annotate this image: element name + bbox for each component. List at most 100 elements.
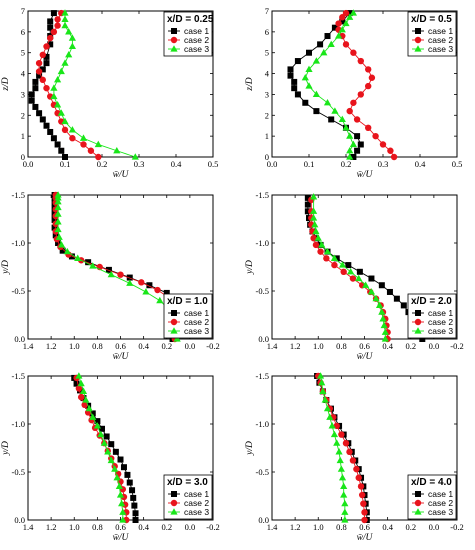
series-line: [320, 375, 346, 520]
x-tick-label: 1.0: [313, 522, 324, 532]
data-point: [349, 140, 357, 148]
data-point: [341, 516, 349, 523]
data-point: [390, 153, 398, 161]
legend-entry-label: case 3: [184, 507, 209, 517]
data-point: [341, 499, 349, 507]
legend-title: x/D = 2.0: [411, 296, 452, 307]
data-point: [93, 422, 101, 429]
data-point: [113, 473, 121, 481]
data-point: [61, 21, 69, 29]
legend-entry-label: case 2: [184, 35, 209, 45]
data-point: [115, 482, 123, 489]
x-tick-label: 0.6: [359, 522, 370, 532]
x-tick-label: 0.1: [60, 159, 71, 169]
data-point: [305, 65, 313, 72]
series-3: [75, 372, 127, 523]
data-point: [381, 335, 389, 342]
y-tick-label: 4: [265, 69, 270, 79]
data-point: [354, 147, 361, 154]
x-axis-label: w̄/U: [357, 352, 374, 362]
data-point: [50, 28, 58, 36]
data-point: [311, 220, 319, 228]
legend-entry-label: case 1: [184, 489, 209, 499]
series-1: [28, 10, 68, 160]
data-point: [331, 261, 338, 269]
y-tick-label: 0.0: [258, 515, 269, 525]
x-tick-label: 0.4: [382, 522, 393, 532]
legend-entry-label: case 2: [184, 317, 209, 327]
data-point: [77, 379, 85, 387]
data-point: [54, 16, 61, 23]
data-point: [318, 378, 326, 386]
legend-marker: [171, 28, 177, 34]
data-point: [304, 201, 311, 208]
data-point: [69, 135, 76, 142]
data-point: [54, 191, 62, 198]
plot-frame: [27, 10, 214, 158]
data-point: [342, 19, 350, 27]
data-point: [61, 9, 69, 16]
legend-entry-label: case 1: [428, 26, 453, 36]
data-point: [372, 132, 379, 140]
data-point: [338, 115, 346, 123]
data-point: [57, 67, 65, 75]
data-point: [353, 116, 361, 123]
data-point: [368, 275, 375, 282]
data-point: [82, 396, 90, 403]
data-point: [126, 479, 133, 486]
x-tick-label: 0.2: [341, 159, 352, 169]
legend-entry-label: case 2: [428, 35, 453, 45]
data-point: [291, 85, 298, 92]
y-axis-label: z/D: [1, 77, 11, 91]
data-point: [400, 302, 407, 309]
x-tick-label: 0.3: [378, 159, 389, 169]
data-point: [85, 404, 93, 412]
data-point: [132, 517, 139, 523]
data-point: [357, 57, 364, 65]
y-tick-label: -1.5: [12, 190, 25, 200]
data-point: [54, 76, 62, 83]
data-point: [346, 13, 354, 20]
data-point: [324, 33, 331, 40]
data-point: [323, 98, 332, 106]
legend-marker: [415, 491, 421, 497]
y-tick-label: 0.0: [258, 334, 269, 344]
y-axis-label: y/D: [245, 441, 255, 456]
data-point: [354, 133, 361, 140]
data-point: [61, 59, 69, 66]
data-point: [54, 225, 62, 233]
data-point: [112, 448, 119, 455]
y-tick-label: -0.5: [256, 286, 269, 296]
data-point: [356, 268, 363, 275]
data-point: [333, 255, 340, 262]
data-point: [319, 387, 327, 394]
data-point: [337, 465, 345, 472]
data-point: [381, 328, 389, 335]
data-point: [39, 51, 46, 58]
data-point: [39, 66, 46, 73]
data-point: [63, 247, 71, 255]
legend-entry-label: case 2: [184, 498, 209, 508]
data-point: [74, 254, 82, 261]
data-point: [346, 107, 353, 115]
data-point: [47, 34, 54, 42]
data-point: [287, 66, 294, 73]
legend-marker: [414, 318, 422, 326]
data-point: [330, 430, 339, 438]
data-point: [32, 103, 39, 110]
data-point: [43, 60, 50, 67]
data-point: [126, 274, 133, 281]
data-point: [368, 74, 376, 81]
y-tick-label: -1.5: [256, 371, 269, 381]
data-point: [380, 321, 388, 329]
data-point: [73, 380, 80, 387]
data-point: [346, 10, 353, 17]
series-line: [310, 199, 389, 339]
x-tick-label: 0.8: [92, 522, 103, 532]
y-tick-label: 0.0: [14, 334, 25, 344]
y-tick-label: 3: [265, 89, 269, 99]
data-point: [50, 92, 58, 100]
data-point: [142, 288, 150, 295]
y-tick-label: 5: [265, 48, 269, 58]
